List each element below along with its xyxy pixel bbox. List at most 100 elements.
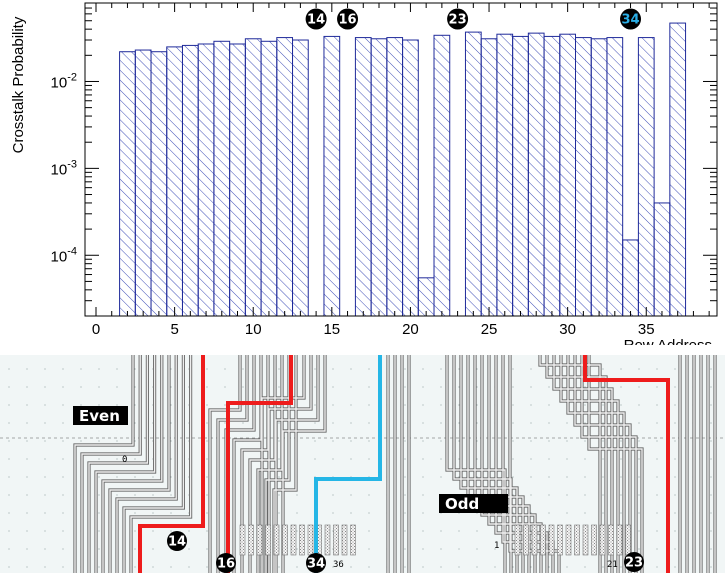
metal-trace-core [567, 355, 625, 573]
metal-trace-core [268, 355, 312, 573]
annotation-badge-14 [305, 8, 327, 30]
pad-stub [582, 524, 589, 556]
pad-stub [265, 524, 271, 556]
metal-trace-core [123, 355, 185, 573]
ticks-layer: 0 5 10 15 20 25 30 35 10-4 10-3 10-2 [51, 2, 717, 338]
crosstalk-chart: 0 5 10 15 20 25 30 35 10-4 10-3 10-2 14 16 23 34 Row … [10, 2, 718, 345]
metal-trace-core [209, 355, 241, 573]
row-number-0: 0 [122, 455, 127, 465]
metal-trace-core [95, 355, 156, 573]
metal-trace-core [588, 355, 643, 573]
pad-stub [557, 524, 563, 556]
pad-stub [540, 524, 546, 556]
layout-marker-label-16: 16 [217, 557, 235, 572]
metal-trace-core [539, 355, 601, 573]
pad-stub [290, 524, 297, 556]
annotation-badge-34 [620, 8, 642, 30]
layout-marker-16 [216, 553, 236, 573]
even-label: Even [79, 407, 120, 425]
layout-marker-label-34: 34 [307, 557, 325, 572]
pad-stub [565, 524, 572, 556]
x-tick-label-20: 20 [402, 321, 419, 338]
plot-frame [84, 2, 718, 317]
pad-stub [299, 524, 305, 556]
y-tick-label: 10-2 [51, 71, 77, 91]
x-tick-label-25: 25 [481, 321, 498, 338]
x-tick-label-30: 30 [559, 321, 576, 338]
highlighted-trace-red [583, 355, 670, 573]
layout-marker-14 [167, 531, 187, 551]
highlighted-trace-red [138, 355, 205, 573]
metal-trace-core [553, 355, 613, 573]
odd-tag: Odd [439, 494, 508, 513]
pad-stub [350, 524, 356, 556]
even-tag: Even [73, 406, 128, 425]
pad-stub [273, 524, 280, 556]
row-number-1: 1 [494, 541, 499, 551]
metal-trace-core [81, 355, 141, 573]
y-tick-label: 10-4 [51, 245, 77, 265]
annotation-label-14: 14 [307, 13, 325, 28]
pad-stub [616, 524, 623, 556]
highlighted-traces [138, 355, 670, 573]
pad-stub [523, 524, 529, 556]
pad-stub [548, 524, 555, 556]
pad-stub [248, 524, 254, 556]
metal-trace-core [574, 355, 631, 573]
bars-layer [119, 22, 687, 317]
row-number-36: 36 [333, 560, 344, 570]
x-axis-title: Row Address [624, 337, 712, 345]
odd-label: Odd [445, 495, 479, 513]
annotation-badge-16 [337, 8, 359, 30]
pad-stub [307, 524, 314, 556]
annotation-label-34: 34 [621, 13, 639, 28]
metal-trace-core [261, 355, 305, 573]
pad-stub [282, 524, 288, 556]
pad-stub [608, 524, 614, 556]
pad-stub [324, 524, 331, 556]
metal-trace-core [88, 355, 149, 573]
metal-trace-core [282, 355, 326, 573]
x-tick-label-10: 10 [245, 321, 262, 338]
metal-trace-core [217, 355, 248, 573]
x-tick-label-35: 35 [638, 321, 655, 338]
pad-stub [341, 524, 348, 556]
highlighted-trace-cyan [314, 355, 382, 573]
pad-stub [625, 524, 631, 556]
pad-stub [591, 524, 597, 556]
y-tick-label: 10-3 [51, 158, 77, 178]
row-number-21: 21 [607, 560, 618, 570]
metal-trace-core [275, 355, 319, 573]
pad-stub [531, 524, 538, 556]
metal-trace-core [74, 355, 134, 573]
metal-trace-core [495, 355, 548, 573]
pad-stub [514, 524, 521, 556]
x-tick-label-15: 15 [323, 321, 340, 338]
layout-marker-23 [624, 552, 644, 572]
metal-trace-core [102, 355, 163, 573]
layout-markers: 14 16 34 23 [167, 531, 644, 573]
metal-trace-core [130, 355, 192, 573]
metal-trace-core [109, 355, 170, 573]
pad-stub [574, 524, 580, 556]
annotation-label-23: 23 [449, 13, 467, 28]
layout-marker-34 [306, 553, 326, 573]
annotation-badge-23 [447, 8, 469, 30]
pad-stub [256, 524, 263, 556]
badges-layer: 14 16 23 34 [305, 8, 642, 30]
annotation-label-16: 16 [339, 13, 357, 28]
x-tick-label-0: 0 [92, 321, 100, 338]
highlighted-trace-red [226, 355, 293, 573]
pad-stub [239, 524, 246, 556]
metal-trace-core [581, 355, 637, 573]
metal-trace-core [546, 355, 607, 573]
metal-trace-core [257, 355, 283, 573]
y-axis-title: Crosstalk Probability [10, 16, 27, 153]
pad-row [239, 524, 631, 556]
layout-marker-label-23: 23 [625, 556, 643, 571]
x-tick-label-5: 5 [170, 321, 178, 338]
layout-marker-label-14: 14 [168, 535, 186, 550]
pad-stub [599, 524, 606, 556]
pad-stub [333, 524, 339, 556]
